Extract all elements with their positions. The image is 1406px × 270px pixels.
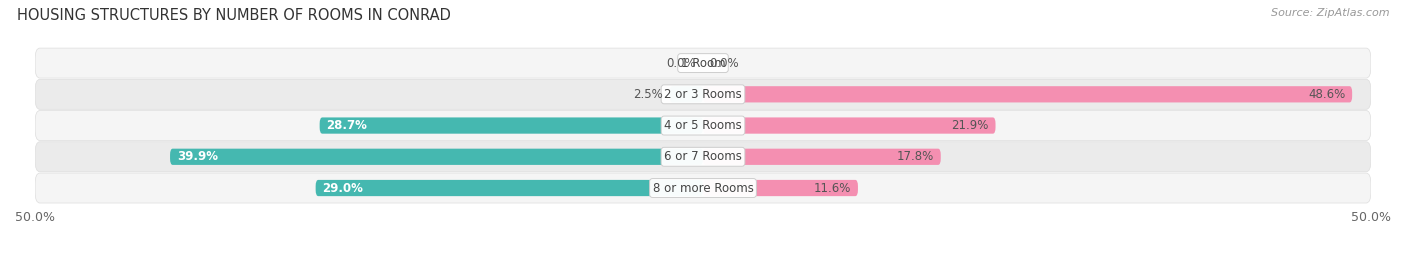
- FancyBboxPatch shape: [35, 110, 1371, 141]
- Text: 6 or 7 Rooms: 6 or 7 Rooms: [664, 150, 742, 163]
- Text: 28.7%: 28.7%: [326, 119, 367, 132]
- FancyBboxPatch shape: [35, 173, 1371, 203]
- FancyBboxPatch shape: [703, 149, 941, 165]
- Text: 11.6%: 11.6%: [814, 181, 851, 194]
- FancyBboxPatch shape: [703, 86, 1353, 102]
- Text: 1 Room: 1 Room: [681, 57, 725, 70]
- FancyBboxPatch shape: [170, 149, 703, 165]
- Text: 2 or 3 Rooms: 2 or 3 Rooms: [664, 88, 742, 101]
- Text: 17.8%: 17.8%: [897, 150, 934, 163]
- Text: 2.5%: 2.5%: [633, 88, 662, 101]
- FancyBboxPatch shape: [35, 48, 1371, 78]
- Text: 4 or 5 Rooms: 4 or 5 Rooms: [664, 119, 742, 132]
- Text: 0.0%: 0.0%: [666, 57, 696, 70]
- Text: 21.9%: 21.9%: [952, 119, 988, 132]
- FancyBboxPatch shape: [669, 86, 703, 102]
- Text: Source: ZipAtlas.com: Source: ZipAtlas.com: [1271, 8, 1389, 18]
- FancyBboxPatch shape: [35, 142, 1371, 172]
- FancyBboxPatch shape: [35, 79, 1371, 109]
- Text: 8 or more Rooms: 8 or more Rooms: [652, 181, 754, 194]
- Text: 48.6%: 48.6%: [1308, 88, 1346, 101]
- Text: 39.9%: 39.9%: [177, 150, 218, 163]
- FancyBboxPatch shape: [319, 117, 703, 134]
- FancyBboxPatch shape: [703, 117, 995, 134]
- Text: HOUSING STRUCTURES BY NUMBER OF ROOMS IN CONRAD: HOUSING STRUCTURES BY NUMBER OF ROOMS IN…: [17, 8, 451, 23]
- FancyBboxPatch shape: [703, 180, 858, 196]
- Text: 29.0%: 29.0%: [322, 181, 363, 194]
- FancyBboxPatch shape: [315, 180, 703, 196]
- Text: 0.0%: 0.0%: [710, 57, 740, 70]
